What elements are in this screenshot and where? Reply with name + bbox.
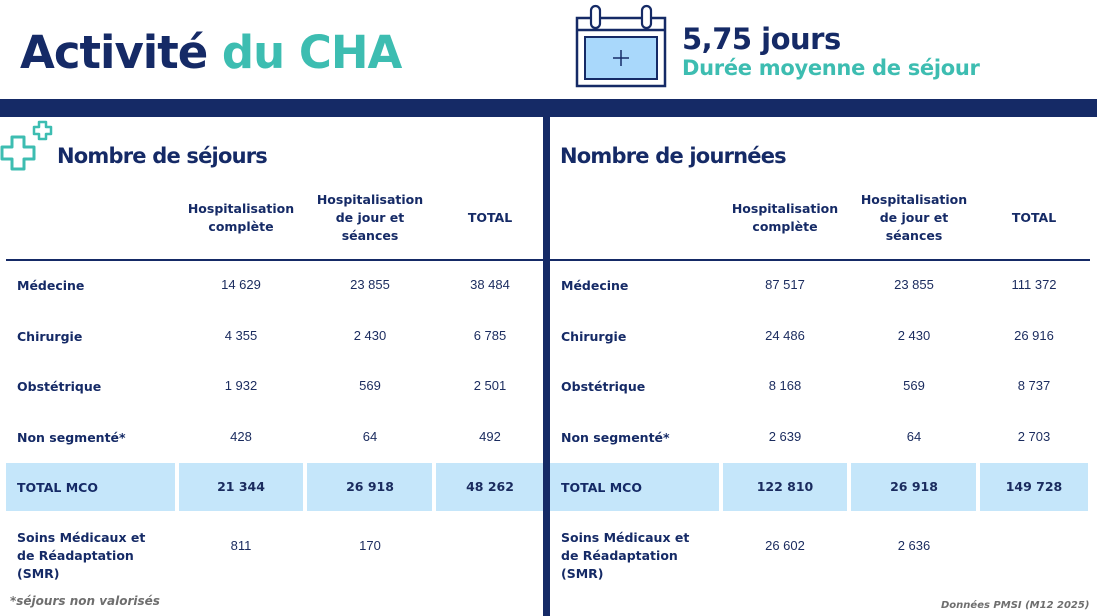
journees-cell: 2 703 <box>1017 429 1051 444</box>
calendar-icon <box>575 4 667 88</box>
journees-header-rule <box>550 259 1090 261</box>
journees-col-hospitalisation-jour: Hospitalisation de jour et séances <box>860 191 968 243</box>
sejours-col-hospitalisation-jour: Hospitalisation de jour et séances <box>316 191 424 243</box>
sejours-row-label: Soins Médicaux et de Réadaptation (SMR) <box>17 530 146 581</box>
sejours-row-label: Non segmenté* <box>17 430 126 445</box>
journees-cell: 8 168 <box>768 378 802 393</box>
title-part-1: Activité <box>20 26 208 79</box>
average-stay-value: 5,75 jours <box>682 22 841 56</box>
sejours-cell: 2 430 <box>353 328 387 343</box>
journees-cell: 26 916 <box>1014 328 1054 343</box>
sejours-col-hospitalisation-complete: Hospitalisation complète <box>187 200 295 234</box>
sejours-total-band-1 <box>179 463 303 511</box>
journees-cell: 24 486 <box>765 328 805 343</box>
journees-cell: 2 639 <box>768 429 802 444</box>
journees-cell: 26 918 <box>890 479 938 494</box>
sejours-cell: 26 918 <box>346 479 394 494</box>
section-divider <box>543 117 550 616</box>
journees-total-band-3 <box>980 463 1088 511</box>
journees-cell: 23 855 <box>894 277 934 292</box>
sejours-cell: 492 <box>479 429 501 444</box>
journees-cell: 569 <box>903 378 925 393</box>
sejours-cell: 48 262 <box>466 479 514 494</box>
data-source-note: Données PMSI (M12 2025) <box>941 600 1090 611</box>
sejours-cell: 21 344 <box>217 479 265 494</box>
sejours-cell: 4 355 <box>224 328 258 343</box>
journees-cell: 111 372 <box>1011 277 1057 292</box>
average-stay-label: Durée moyenne de séjour <box>682 56 980 80</box>
journees-cell: 8 737 <box>1017 378 1051 393</box>
footnote-non-valorises: *séjours non valorisés <box>10 594 160 608</box>
journees-total-band-2 <box>851 463 976 511</box>
sejours-cell: 428 <box>230 429 252 444</box>
sejours-cell: 170 <box>359 538 381 553</box>
medical-cross-icon <box>0 120 53 171</box>
journees-row-label: Médecine <box>561 278 629 293</box>
sejours-cell: 1 932 <box>224 378 258 393</box>
journees-row-label: TOTAL MCO <box>561 480 642 495</box>
sejours-cell: 64 <box>362 429 378 444</box>
journees-cell: 149 728 <box>1005 479 1063 494</box>
sejours-title: Nombre de séjours <box>57 144 268 168</box>
journees-row-label: Soins Médicaux et de Réadaptation (SMR) <box>561 530 690 581</box>
journees-cell: 122 810 <box>756 479 814 494</box>
sejours-cell: 14 629 <box>221 277 261 292</box>
sejours-total-band-2 <box>307 463 432 511</box>
journees-total-band-label <box>550 463 719 511</box>
journees-title: Nombre de journées <box>560 144 787 168</box>
sejours-total-band-3 <box>436 463 543 511</box>
sejours-cell: 38 484 <box>470 277 510 292</box>
journees-row-label: Obstétrique <box>561 379 646 394</box>
sejours-cell: 569 <box>359 378 381 393</box>
journees-cell: 87 517 <box>765 277 805 292</box>
sejours-row-label: Chirurgie <box>17 329 83 344</box>
journees-row-label: Chirurgie <box>561 329 627 344</box>
journees-total-band-1 <box>723 463 847 511</box>
journees-cell: 64 <box>906 429 922 444</box>
sejours-col-total: TOTAL <box>467 209 513 225</box>
journees-cell: 26 602 <box>765 538 805 553</box>
sejours-header-rule <box>6 259 543 261</box>
sejours-cell: 23 855 <box>350 277 390 292</box>
journees-col-hospitalisation-complete: Hospitalisation complète <box>731 200 839 234</box>
title-part-2: du CHA <box>221 26 402 79</box>
sejours-row-label: Médecine <box>17 278 85 293</box>
journees-cell: 2 430 <box>897 328 931 343</box>
journees-col-total: TOTAL <box>1011 209 1057 225</box>
journees-cell: 2 636 <box>897 538 931 553</box>
sejours-total-band-label <box>6 463 175 511</box>
journees-row-label: Non segmenté* <box>561 430 670 445</box>
sejours-cell: 811 <box>230 538 252 553</box>
page-title: Activité du CHA <box>20 26 402 79</box>
sejours-cell: 2 501 <box>473 378 507 393</box>
sejours-row-label: TOTAL MCO <box>17 480 98 495</box>
sejours-cell: 6 785 <box>473 328 507 343</box>
sejours-row-label: Obstétrique <box>17 379 102 394</box>
header-divider <box>0 99 1097 117</box>
